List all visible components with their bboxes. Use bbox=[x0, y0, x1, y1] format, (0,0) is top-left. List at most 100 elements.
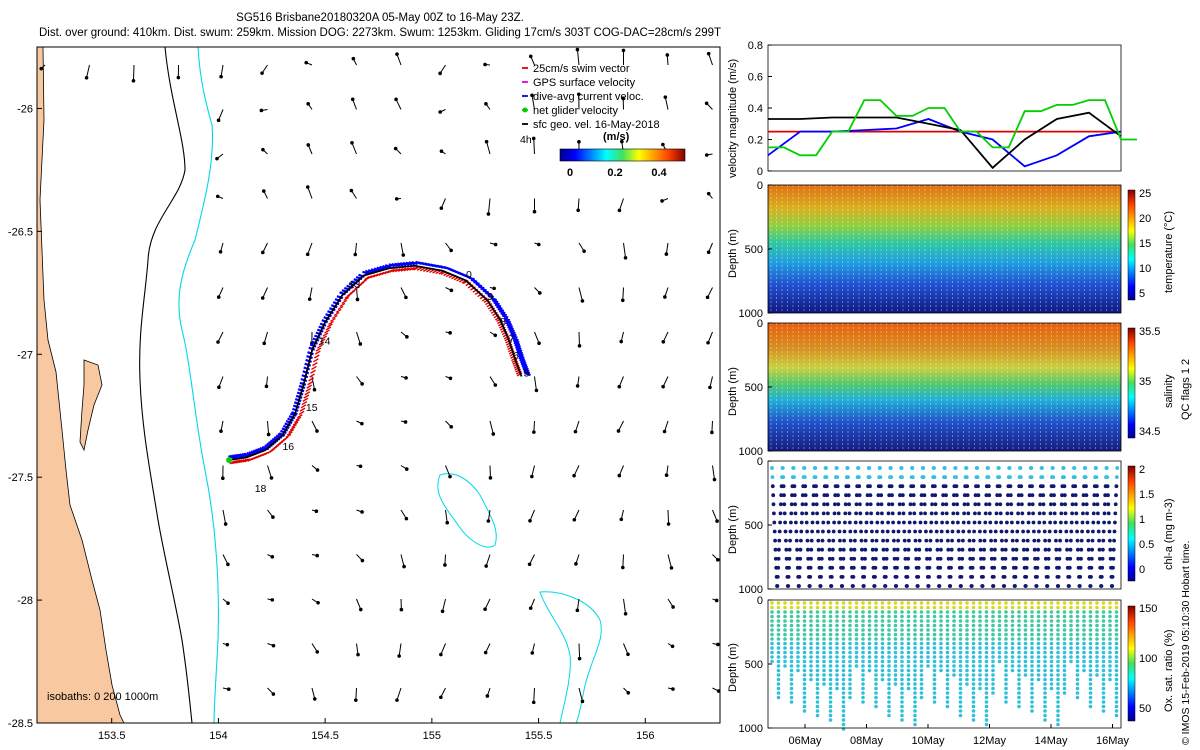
chla-point bbox=[987, 502, 992, 507]
time-tick-label: 14May bbox=[1034, 735, 1068, 747]
oxygen-point bbox=[1017, 677, 1021, 682]
oxygen-point bbox=[919, 623, 924, 628]
oxygen-point bbox=[1004, 650, 1008, 655]
chla-point bbox=[1105, 475, 1110, 479]
sfc-vector-head bbox=[271, 643, 276, 648]
chla-point bbox=[868, 502, 873, 507]
chla-point bbox=[966, 511, 971, 516]
oxygen-point bbox=[776, 601, 781, 605]
swim-vector-mark bbox=[282, 436, 289, 441]
oxygen-point bbox=[952, 614, 956, 619]
oxygen-point bbox=[906, 668, 911, 673]
chla-point bbox=[998, 511, 1003, 516]
chla-point bbox=[788, 538, 792, 543]
oxygen-point bbox=[776, 637, 781, 641]
oxygen-point bbox=[1056, 628, 1060, 632]
oxygen-point bbox=[783, 659, 787, 664]
chla-point bbox=[881, 547, 886, 552]
oxygen-point bbox=[1036, 659, 1041, 664]
sfc-vector-head bbox=[353, 252, 358, 257]
chla-point bbox=[863, 538, 868, 543]
chla-point bbox=[862, 565, 867, 570]
chla-point bbox=[1056, 575, 1061, 579]
oxygen-point bbox=[815, 610, 820, 614]
chla-point bbox=[989, 538, 993, 543]
chla-point bbox=[895, 565, 899, 570]
chla-point bbox=[927, 556, 932, 561]
oxygen-point bbox=[1043, 655, 1047, 659]
chla-point bbox=[792, 475, 796, 479]
sfc-vector-head bbox=[271, 515, 275, 519]
depth-tick-label: 1000 bbox=[739, 446, 763, 458]
chla-point bbox=[1078, 575, 1083, 579]
oxygen-point bbox=[854, 628, 859, 632]
oxygen-point bbox=[939, 668, 943, 673]
oxygen-point bbox=[796, 619, 800, 623]
chla-point bbox=[1092, 502, 1096, 507]
oxygen-point bbox=[1036, 632, 1041, 637]
oxygen-point bbox=[1114, 605, 1119, 610]
day-label: 5 bbox=[524, 367, 530, 379]
oxygen-point bbox=[1017, 700, 1021, 704]
oxygen-point bbox=[1043, 691, 1047, 695]
oxygen-point bbox=[1101, 655, 1106, 659]
sfc-vector-head bbox=[620, 139, 624, 144]
oxygen-point bbox=[984, 677, 989, 682]
oxygen-point bbox=[828, 673, 833, 677]
chla-point bbox=[961, 529, 966, 534]
sfc-vector-head bbox=[580, 699, 585, 704]
oxygen-point bbox=[997, 623, 1002, 628]
oxygen-point bbox=[1088, 704, 1093, 709]
oxygen-point bbox=[939, 614, 943, 619]
oxygen-point bbox=[1082, 623, 1086, 628]
oxygen-point bbox=[880, 632, 885, 637]
oxygen-point bbox=[958, 623, 963, 628]
chla-point bbox=[930, 493, 935, 498]
chla-point bbox=[863, 547, 868, 552]
oxygen-point bbox=[971, 632, 976, 637]
dive-current-mark bbox=[394, 262, 401, 267]
colorbar-tick-label: 50 bbox=[1139, 703, 1151, 715]
chla-point bbox=[1072, 475, 1077, 479]
chla-point bbox=[929, 529, 933, 534]
oxygen-point bbox=[1043, 659, 1047, 664]
chla-point bbox=[857, 484, 862, 489]
sfc-vector-head bbox=[260, 250, 265, 255]
chla-point bbox=[782, 502, 787, 507]
oxygen-point bbox=[906, 601, 911, 605]
chla-point bbox=[1079, 538, 1084, 543]
temperature-colorbar bbox=[1127, 189, 1136, 301]
swim-vector-mark bbox=[409, 266, 415, 271]
chla-point bbox=[1015, 538, 1019, 543]
oxygen-point bbox=[952, 664, 956, 668]
sfc-vector-head bbox=[402, 564, 406, 569]
oxygen-point bbox=[1108, 632, 1112, 637]
chla-point bbox=[1097, 547, 1102, 552]
chla-point bbox=[1035, 565, 1040, 570]
oxygen-point bbox=[1023, 623, 1028, 628]
time-tick-label: 16May bbox=[1096, 735, 1130, 747]
oxygen-point bbox=[861, 628, 865, 632]
oxygen-point bbox=[932, 682, 937, 686]
oxygen-point bbox=[770, 641, 774, 646]
swim-vector-mark bbox=[367, 275, 373, 280]
oxygen-point bbox=[802, 673, 807, 677]
oxygen-point bbox=[1017, 686, 1021, 691]
chla-point bbox=[1057, 556, 1062, 561]
oxygen-point bbox=[1004, 601, 1008, 605]
oxygen-point bbox=[1069, 614, 1073, 619]
chla-point bbox=[842, 529, 847, 534]
oxygen-point bbox=[991, 646, 995, 650]
dive-current-mark bbox=[519, 360, 527, 365]
chla-point bbox=[898, 493, 902, 498]
oxygen-point bbox=[997, 614, 1002, 619]
oxygen-point bbox=[1049, 686, 1054, 691]
oxygen-point bbox=[958, 668, 963, 673]
oxygen-point bbox=[1069, 619, 1073, 623]
chla-point bbox=[1080, 520, 1085, 525]
oxygen-point bbox=[796, 659, 800, 664]
track-line bbox=[228, 264, 523, 461]
chla-point bbox=[929, 511, 934, 516]
chla-point bbox=[1108, 547, 1113, 552]
chla-point bbox=[1037, 529, 1041, 534]
